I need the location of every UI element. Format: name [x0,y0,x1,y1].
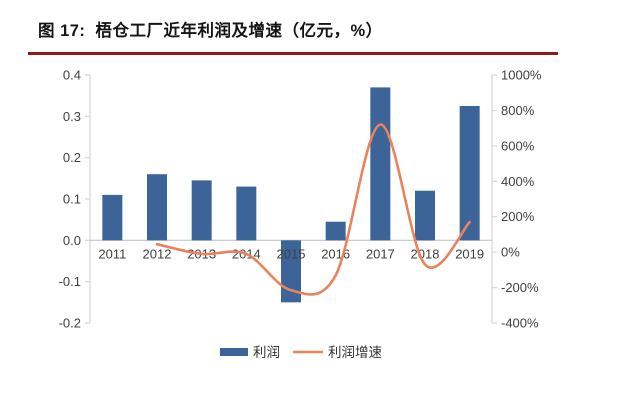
figure-title: 图 17: 梧仓工厂近年利润及增速（亿元，%） [38,17,383,41]
right-axis-tick-label: 200% [501,209,535,224]
x-axis-labels: 2011 2012 2013 2014 2015 2016 2017 2018 2019 [98,246,484,261]
profit-bar [102,194,123,241]
figure-number: 图 17: [38,22,86,40]
profit-bar [147,174,167,241]
profit-bars [102,87,480,303]
legend-label-profit: 利润 [253,345,280,360]
right-axis-tick-label: 1000% [501,68,542,83]
profit-bar [325,221,346,241]
profit-bar [415,190,435,241]
x-axis-year-label: 2019 [455,246,484,261]
legend-label-growth: 利润增速 [328,345,382,360]
left-axis-tick-label: 0.0 [63,233,81,248]
left-axis-tick-label: 0.2 [63,150,81,165]
x-axis-year-label: 2012 [143,246,172,261]
right-axis-tick-label: 400% [501,174,535,189]
figure-title-text: 梧仓工厂近年利润及增速（亿元，%） [95,22,383,40]
right-axis-tick-label: 600% [501,138,535,153]
growth-line [155,123,471,296]
title-underline-rule [28,52,558,55]
profit-bar [370,87,391,241]
legend-bar-swatch [220,348,248,356]
right-axis: 1000% 800% 600% 400% 200% 0% -200% -400% [492,68,542,331]
left-axis-tick-label: 0.3 [63,109,81,124]
right-axis-tick-label: 800% [501,103,535,118]
x-axis-year-label: 2017 [366,246,395,261]
left-axis: 0.4 0.3 0.2 0.1 0.0 -0.1 -0.2 [59,68,90,331]
x-axis-year-label: 2018 [411,246,440,261]
left-axis-tick-label: -0.2 [59,316,81,331]
profit-bar [236,186,257,241]
profit-bar [459,106,480,241]
x-axis-year-label: 2011 [98,246,126,261]
right-axis-tick-label: 0% [501,245,520,260]
right-axis-tick-label: -200% [501,280,539,295]
right-axis-tick-label: -400% [501,316,539,331]
left-axis-tick-label: 0.1 [63,192,81,207]
legend: 利润 利润增速 [220,345,382,360]
left-axis-tick-label: 0.4 [63,68,81,83]
x-axis-year-label: 2015 [277,246,306,261]
profit-bar [191,180,212,241]
profit-growth-line [155,123,471,296]
left-axis-tick-label: -0.1 [59,274,81,289]
